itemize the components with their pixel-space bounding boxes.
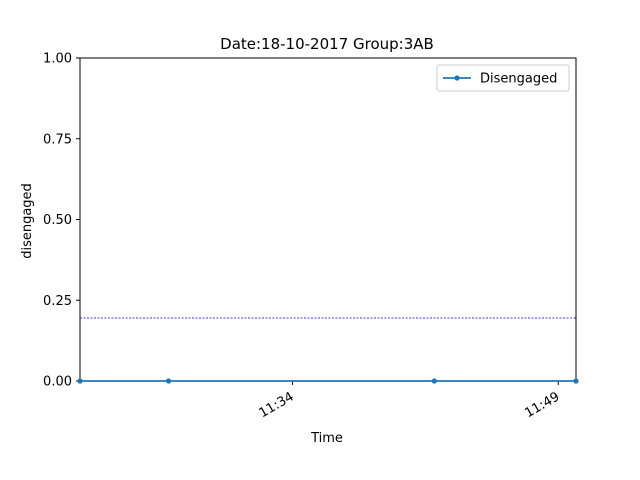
legend-marker xyxy=(454,75,460,81)
x-axis-label: Time xyxy=(310,431,343,446)
y-tick-label: 1.00 xyxy=(43,52,72,67)
y-tick-label: 0.25 xyxy=(43,294,72,309)
legend-label: Disengaged xyxy=(480,72,557,87)
y-tick-label: 0.50 xyxy=(43,213,72,228)
data-point xyxy=(165,378,172,384)
data-point xyxy=(431,378,437,384)
x-tick-label: 11:34 xyxy=(257,389,297,421)
y-tick-label: 0.00 xyxy=(43,375,72,390)
x-tick-label: 11:49 xyxy=(522,389,562,421)
y-axis-label: disengaged xyxy=(20,183,35,259)
plot-area: 0.00 0.25 0.50 0.75 1.00 11:34 11:49 xyxy=(43,52,579,421)
data-point xyxy=(77,378,83,384)
data-point xyxy=(573,378,579,384)
legend: Disengaged xyxy=(436,64,570,92)
chart-title: Date:18-10-2017 Group:3AB xyxy=(220,35,434,53)
plot-frame xyxy=(79,57,577,382)
legend-box xyxy=(436,64,570,92)
y-tick-label: 0.75 xyxy=(43,132,72,147)
